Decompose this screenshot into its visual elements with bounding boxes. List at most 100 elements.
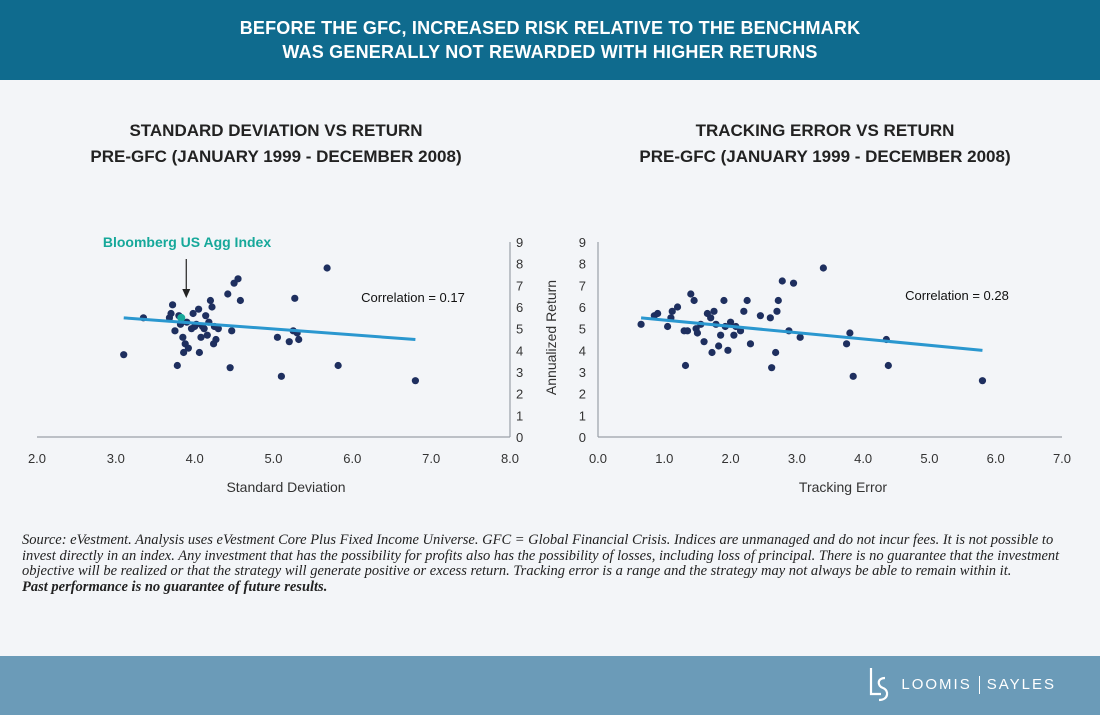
scatter-point <box>707 314 715 322</box>
x-axis-label: Standard Deviation <box>226 479 345 495</box>
scatter-point <box>978 377 987 385</box>
ls-monogram-icon <box>870 668 889 702</box>
scatter-point <box>295 335 303 344</box>
y-tick-label: 0 <box>579 430 586 445</box>
x-tick-label: 7.0 <box>422 451 440 466</box>
scatter-point <box>772 348 780 357</box>
scatter-point <box>277 372 285 380</box>
y-tick-label: 2 <box>516 387 523 402</box>
x-tick-label: 5.0 <box>264 451 282 466</box>
scatter-point <box>717 331 725 339</box>
x-tick-label: 0.0 <box>589 451 607 466</box>
x-tick-label: 2.0 <box>28 451 46 466</box>
chart1-title-line-1: STANDARD DEVIATION VS RETURN <box>129 121 422 140</box>
scatter-point <box>173 361 181 370</box>
scatter-point <box>773 307 781 315</box>
source-note: Source: eVestment. Analysis uses eVestme… <box>22 532 1082 595</box>
scatter-point <box>171 327 179 335</box>
scatter-point <box>746 340 755 348</box>
chart2-title-line-2: PRE-GFC (JANUARY 1999 - DECEMBER 2008) <box>639 147 1010 166</box>
benchmark-point <box>177 313 186 322</box>
scatter-point <box>796 333 804 341</box>
y-tick-label: 0 <box>516 430 523 445</box>
scatter-point <box>208 303 216 311</box>
annotation-arrowhead <box>182 289 191 298</box>
x-tick-label: 6.0 <box>987 451 1005 466</box>
scatter-point <box>224 290 232 298</box>
scatter-point <box>693 329 702 337</box>
y-tick-label: 3 <box>579 365 586 380</box>
y-tick-label: 4 <box>579 343 586 358</box>
x-tick-label: 5.0 <box>920 451 938 466</box>
scatter-point <box>819 264 827 272</box>
scatter-point <box>730 331 738 339</box>
source-text: Source: eVestment. Analysis uses eVestme… <box>22 532 1060 579</box>
scatter-point <box>673 303 682 311</box>
logo-separator <box>978 676 980 695</box>
scatter-point <box>768 364 776 372</box>
scatter-point <box>168 301 177 309</box>
scatter-point <box>766 314 774 322</box>
x-tick-label: 2.0 <box>722 451 740 466</box>
scatter-point <box>884 361 892 370</box>
x-tick-label: 3.0 <box>788 451 806 466</box>
charts-area: STANDARD DEVIATION VS RETURN PRE-GFC (JA… <box>28 121 1071 495</box>
scatter-point <box>681 361 690 370</box>
chart1-title-line-2: PRE-GFC (JANUARY 1999 - DECEMBER 2008) <box>90 147 461 166</box>
y-tick-label: 1 <box>579 408 586 423</box>
y-tick-label: 9 <box>579 235 586 250</box>
scatter-point <box>334 361 342 370</box>
x-tick-label: 4.0 <box>854 451 872 466</box>
y-tick-label: 4 <box>516 343 523 358</box>
scatter-point <box>683 327 692 335</box>
scatter-point <box>120 351 128 359</box>
scatter-point <box>708 348 716 357</box>
logo-right: SAYLES <box>986 675 1056 693</box>
scatter-point <box>715 342 723 350</box>
scatter-point <box>203 331 211 339</box>
scatter-point <box>180 348 188 357</box>
y-tick-label: 5 <box>579 322 586 337</box>
logo-text: LOOMIS SAYLES <box>901 675 1056 695</box>
scatter-point <box>743 296 751 305</box>
x-tick-label: 6.0 <box>343 451 361 466</box>
scatter-point <box>664 322 672 331</box>
benchmark-annotation: Bloomberg US Agg Index <box>103 234 271 250</box>
y-tick-label: 8 <box>579 257 586 272</box>
scatter-point <box>710 307 718 315</box>
footer-bar: LOOMIS SAYLES <box>0 656 1100 715</box>
correlation-label: Correlation = 0.28 <box>905 288 1009 303</box>
y-tick-label: 6 <box>516 300 523 315</box>
header-banner: BEFORE THE GFC, INCREASED RISK RELATIVE … <box>0 0 1100 80</box>
y-tick-label: 9 <box>516 235 523 250</box>
chart1-plot: 2.0 3.0 4.0 5.0 6.0 7.0 8.0 0 1 2 3 4 5 6 7 8 9 Standard … <box>28 234 523 495</box>
scatter-point <box>285 338 293 346</box>
scatter-point <box>726 318 735 326</box>
scatter-point <box>849 372 857 380</box>
y-tick-label: 5 <box>516 322 523 337</box>
scatter-point <box>195 305 203 313</box>
scatter-point <box>236 296 244 305</box>
scatter-point <box>687 290 695 298</box>
x-tick-label: 7.0 <box>1053 451 1071 466</box>
x-tick-label: 3.0 <box>107 451 125 466</box>
header-title-line-1: BEFORE THE GFC, INCREASED RISK RELATIVE … <box>239 18 861 38</box>
trend-line <box>640 316 983 352</box>
scatter-point <box>226 364 234 372</box>
x-tick-label: 8.0 <box>501 451 519 466</box>
scatter-point <box>774 296 782 305</box>
scatter-point <box>700 338 708 346</box>
y-tick-label: 6 <box>579 300 586 315</box>
correlation-label: Correlation = 0.17 <box>361 290 465 305</box>
x-axis-label: Tracking Error <box>799 479 888 495</box>
chart2-title-line-1: TRACKING ERROR VS RETURN <box>696 121 955 140</box>
scatter-point <box>789 279 798 287</box>
loomis-sayles-logo: LOOMIS SAYLES <box>863 664 1056 706</box>
scatter-point <box>197 333 205 341</box>
scatter-point <box>214 325 222 333</box>
scatter-point <box>842 340 851 348</box>
scatter-point <box>167 309 175 318</box>
scatter-point <box>273 333 282 341</box>
scatter-point <box>740 307 748 315</box>
x-tick-label: 4.0 <box>186 451 204 466</box>
